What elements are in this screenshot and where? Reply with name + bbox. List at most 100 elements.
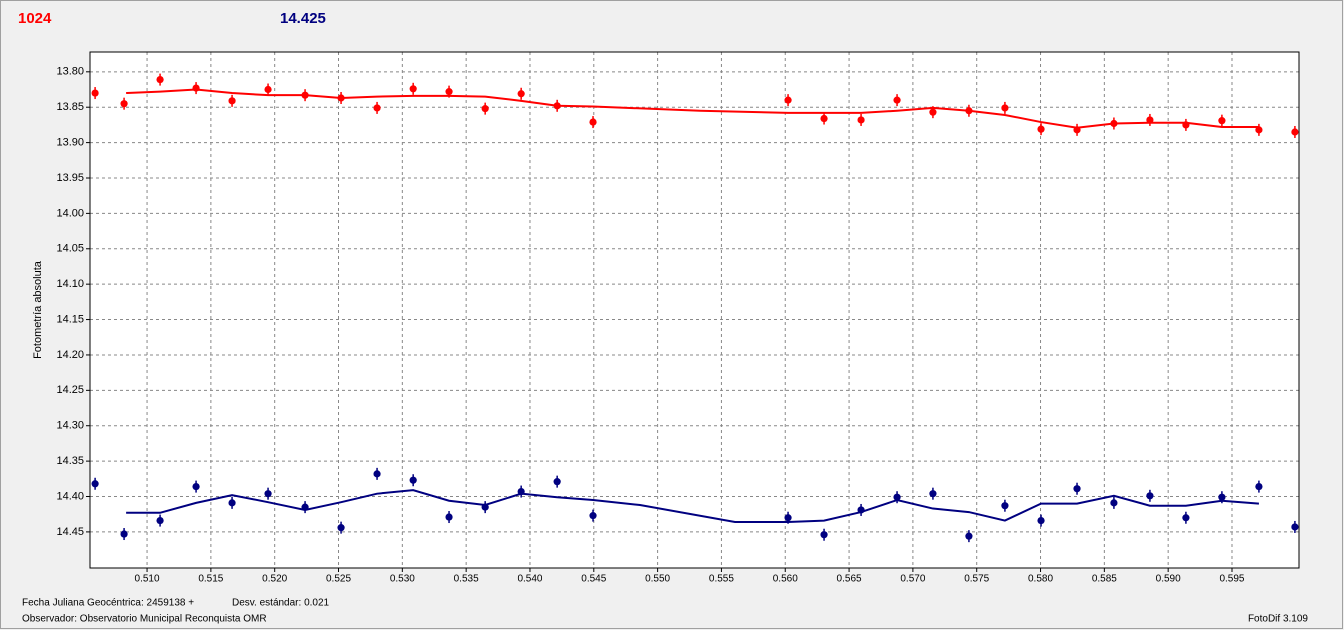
data-point: [1146, 492, 1154, 500]
data-point: [156, 516, 164, 525]
data-point: [1001, 104, 1009, 112]
y-axis-label: Fotometría absoluta: [32, 260, 44, 359]
footer-text: Desv. estándar: 0.021: [232, 598, 330, 609]
y-tick-label: 14.05: [56, 243, 84, 255]
x-tick-label: 0.530: [390, 574, 415, 585]
data-point: [1146, 116, 1154, 124]
y-tick-label: 14.30: [56, 420, 84, 432]
data-point: [373, 104, 381, 112]
data-point: [264, 85, 272, 94]
y-tick-label: 13.95: [56, 172, 84, 184]
x-tick-label: 0.590: [1156, 574, 1181, 585]
y-tick-label: 14.00: [56, 207, 84, 219]
data-point: [1001, 502, 1009, 510]
data-point: [301, 91, 309, 99]
data-point: [589, 118, 597, 126]
data-point: [409, 476, 417, 484]
data-point: [156, 76, 164, 84]
data-point: [784, 514, 792, 522]
data-point: [120, 530, 128, 538]
x-tick-label: 0.515: [198, 574, 223, 585]
data-point: [301, 503, 309, 511]
footer-text: Observador: Observatorio Municipal Recon…: [22, 614, 267, 625]
data-point: [1255, 126, 1263, 134]
data-point: [857, 116, 865, 124]
data-point: [965, 532, 973, 540]
data-point: [589, 512, 597, 520]
x-tick-label: 0.595: [1219, 574, 1244, 585]
data-point: [929, 108, 937, 116]
data-point: [373, 470, 381, 478]
fit-line: [126, 88, 1259, 129]
data-point: [929, 490, 937, 498]
y-tick-label: 13.85: [56, 101, 84, 113]
footer-text: Fecha Juliana Geocéntrica: 2459138 +: [22, 598, 194, 609]
data-point: [1182, 121, 1190, 129]
data-point: [965, 107, 973, 115]
x-tick-label: 0.560: [773, 574, 798, 585]
x-tick-label: 0.545: [581, 574, 606, 585]
data-point: [553, 102, 561, 110]
data-point: [784, 96, 792, 104]
y-tick-label: 14.25: [56, 384, 84, 396]
data-point: [337, 524, 345, 532]
data-point: [409, 85, 417, 93]
data-point: [445, 88, 453, 96]
y-tick-label: 14.15: [56, 313, 84, 325]
y-tick-label: 13.90: [56, 137, 84, 149]
data-point: [517, 487, 525, 496]
x-tick-label: 0.555: [709, 574, 734, 585]
data-point: [1037, 125, 1045, 133]
x-tick-label: 0.520: [262, 574, 287, 585]
data-point: [1218, 117, 1226, 125]
data-point: [1218, 493, 1226, 501]
x-tick-label: 0.550: [645, 574, 670, 585]
data-point: [1073, 126, 1081, 134]
x-tick-label: 0.525: [326, 574, 351, 585]
x-tick-label: 0.580: [1028, 574, 1053, 585]
series-label: 14.425: [280, 10, 326, 27]
y-tick-label: 14.20: [56, 349, 84, 361]
data-point: [1182, 514, 1190, 522]
footer-text: FotoDif 3.109: [1248, 614, 1308, 625]
data-point: [264, 490, 272, 498]
y-tick-label: 14.45: [56, 526, 84, 538]
data-point: [893, 493, 901, 501]
data-point: [893, 96, 901, 104]
data-point: [1110, 119, 1118, 128]
data-point: [228, 499, 236, 507]
plot-border: [89, 51, 1300, 569]
x-tick-label: 0.540: [517, 574, 542, 585]
data-point: [517, 90, 525, 98]
data-point: [192, 84, 200, 92]
x-tick-label: 0.570: [900, 574, 925, 585]
data-point: [481, 503, 489, 511]
y-tick-label: 13.80: [56, 66, 84, 78]
data-point: [1037, 516, 1045, 525]
data-point: [91, 480, 99, 488]
data-point: [1110, 499, 1118, 507]
x-tick-label: 0.565: [837, 574, 862, 585]
data-point: [1291, 128, 1299, 136]
data-point: [228, 97, 236, 105]
y-tick-label: 14.40: [56, 490, 84, 502]
data-point: [120, 100, 128, 108]
data-point: [820, 531, 828, 539]
data-point: [91, 89, 99, 97]
data-point: [857, 506, 865, 514]
data-point: [1255, 483, 1263, 491]
data-point: [192, 483, 200, 491]
data-point: [1291, 523, 1299, 531]
data-point: [820, 114, 828, 123]
data-point: [445, 513, 453, 521]
x-tick-label: 0.510: [135, 574, 160, 585]
data-point: [553, 478, 561, 486]
x-tick-label: 0.535: [454, 574, 479, 585]
y-tick-label: 14.10: [56, 278, 84, 290]
series-label: 1024: [18, 10, 52, 27]
x-tick-label: 0.575: [964, 574, 989, 585]
plot-area: [90, 52, 1299, 568]
y-tick-label: 14.35: [56, 455, 84, 467]
fit-line: [126, 489, 1259, 523]
